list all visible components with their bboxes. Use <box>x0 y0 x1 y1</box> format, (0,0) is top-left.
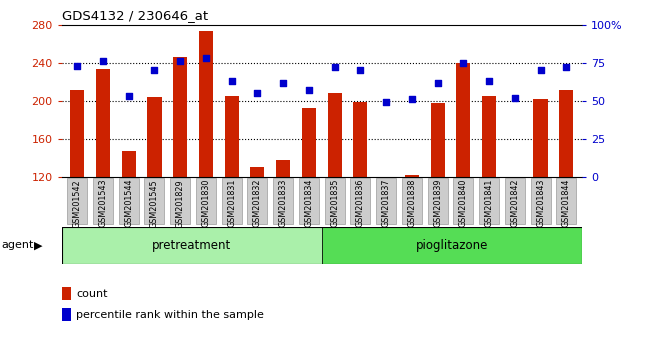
Text: GSM201542: GSM201542 <box>73 179 82 228</box>
FancyBboxPatch shape <box>170 178 190 224</box>
Bar <box>456 63 471 177</box>
Bar <box>430 103 445 177</box>
Text: GSM201543: GSM201543 <box>98 179 107 227</box>
Point <box>72 63 83 69</box>
Bar <box>405 175 419 177</box>
Text: GSM201841: GSM201841 <box>485 179 493 227</box>
Text: GSM201834: GSM201834 <box>304 179 313 227</box>
FancyBboxPatch shape <box>196 178 216 224</box>
Text: pretreatment: pretreatment <box>152 239 231 252</box>
Point <box>226 78 237 84</box>
FancyBboxPatch shape <box>350 178 370 224</box>
Bar <box>96 69 110 177</box>
Text: GSM201544: GSM201544 <box>124 179 133 227</box>
Point <box>484 78 494 84</box>
Point <box>381 99 391 105</box>
Bar <box>534 99 548 177</box>
Point <box>407 97 417 102</box>
FancyBboxPatch shape <box>222 178 242 224</box>
Point <box>432 80 443 85</box>
Text: GSM201831: GSM201831 <box>227 179 236 227</box>
Point <box>175 58 185 64</box>
Text: GSM201839: GSM201839 <box>433 179 442 227</box>
Text: GSM201836: GSM201836 <box>356 179 365 227</box>
FancyBboxPatch shape <box>67 178 87 224</box>
Bar <box>508 177 522 178</box>
Text: GSM201829: GSM201829 <box>176 179 185 228</box>
Bar <box>148 97 161 177</box>
Text: GSM201832: GSM201832 <box>253 179 262 227</box>
Point <box>536 68 546 73</box>
Bar <box>354 102 367 177</box>
Bar <box>328 93 342 177</box>
Bar <box>276 160 290 177</box>
Bar <box>302 108 316 177</box>
Text: count: count <box>76 289 108 299</box>
Bar <box>199 32 213 177</box>
Point <box>561 64 571 70</box>
Point <box>458 60 469 66</box>
Point <box>98 58 108 64</box>
Point <box>304 87 314 93</box>
Bar <box>62 308 71 321</box>
FancyBboxPatch shape <box>299 178 319 224</box>
Bar <box>224 96 239 177</box>
Point <box>330 64 340 70</box>
Text: GSM201833: GSM201833 <box>279 179 288 227</box>
Text: GSM201835: GSM201835 <box>330 179 339 227</box>
Text: GDS4132 / 230646_at: GDS4132 / 230646_at <box>62 9 208 22</box>
FancyBboxPatch shape <box>556 178 577 224</box>
FancyBboxPatch shape <box>324 178 345 224</box>
FancyBboxPatch shape <box>530 178 551 224</box>
Point <box>124 93 134 99</box>
Bar <box>250 167 265 177</box>
Bar <box>70 90 84 177</box>
Bar <box>379 177 393 179</box>
FancyBboxPatch shape <box>248 178 267 224</box>
FancyBboxPatch shape <box>273 178 293 224</box>
FancyBboxPatch shape <box>453 178 473 224</box>
Point <box>278 80 289 85</box>
Bar <box>62 287 71 300</box>
FancyBboxPatch shape <box>479 178 499 224</box>
Point <box>201 56 211 61</box>
Text: ▶: ▶ <box>34 240 42 250</box>
Text: GSM201840: GSM201840 <box>459 179 468 227</box>
FancyBboxPatch shape <box>144 178 164 224</box>
Text: GSM201843: GSM201843 <box>536 179 545 227</box>
Text: pioglitazone: pioglitazone <box>415 239 488 252</box>
Bar <box>559 90 573 177</box>
FancyBboxPatch shape <box>119 178 138 224</box>
Text: percentile rank within the sample: percentile rank within the sample <box>76 310 264 320</box>
Text: GSM201830: GSM201830 <box>202 179 211 227</box>
FancyBboxPatch shape <box>505 178 525 224</box>
Bar <box>173 57 187 177</box>
FancyBboxPatch shape <box>322 227 582 264</box>
Point <box>510 95 520 101</box>
Point <box>355 68 365 73</box>
FancyBboxPatch shape <box>428 178 448 224</box>
Text: GSM201838: GSM201838 <box>408 179 417 227</box>
Text: agent: agent <box>1 240 34 250</box>
Text: GSM201844: GSM201844 <box>562 179 571 227</box>
Text: GSM201837: GSM201837 <box>382 179 391 227</box>
Point <box>252 90 263 96</box>
FancyBboxPatch shape <box>402 178 422 224</box>
Bar <box>482 96 496 177</box>
Point <box>150 68 160 73</box>
Text: GSM201545: GSM201545 <box>150 179 159 228</box>
FancyBboxPatch shape <box>62 227 322 264</box>
Bar <box>122 151 136 177</box>
FancyBboxPatch shape <box>93 178 113 224</box>
FancyBboxPatch shape <box>376 178 396 224</box>
Text: GSM201842: GSM201842 <box>510 179 519 227</box>
